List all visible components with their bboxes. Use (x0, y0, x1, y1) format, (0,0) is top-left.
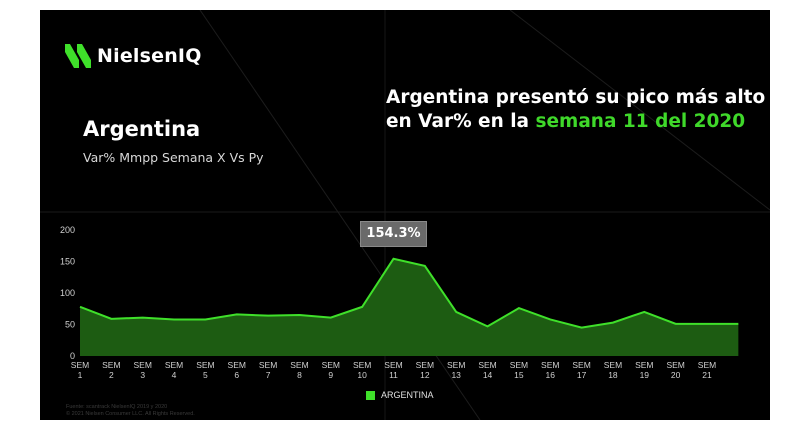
logo-text: NielsenIQ (97, 45, 202, 67)
area-fill (80, 258, 739, 356)
x-tick-label: SEM (666, 360, 684, 370)
x-tick-label: SEM (228, 360, 246, 370)
x-tick-label: 20 (671, 370, 681, 380)
x-tick-label: 8 (297, 370, 302, 380)
slide-panel: NielsenIQ Argentina Var% Mmpp Semana X V… (40, 10, 770, 420)
x-tick-label: 12 (420, 370, 430, 380)
x-tick-label: 16 (546, 370, 556, 380)
country-title: Argentina (83, 117, 201, 141)
series-line (79, 257, 739, 329)
x-tick-label: SEM (698, 360, 716, 370)
x-tick-label: 15 (514, 370, 524, 380)
x-tick-label: 21 (702, 370, 712, 380)
peak-value-label: 154.3% (360, 221, 427, 247)
x-tick-label: 3 (140, 370, 145, 380)
x-tick-label: SEM (510, 360, 528, 370)
x-tick-label: 11 (389, 370, 398, 380)
x-tick-label: 19 (640, 370, 650, 380)
legend-swatch (366, 390, 375, 400)
chart-legend: ARGENTINA (366, 390, 434, 400)
x-tick-label: SEM (290, 360, 308, 370)
chart-subtitle: Var% Mmpp Semana X Vs Py (83, 150, 264, 165)
headline-text: Argentina presentó su pico más alto en V… (386, 87, 766, 132)
x-tick-label: SEM (353, 360, 371, 370)
y-tick-label: 150 (60, 257, 75, 267)
x-tick-label: 6 (234, 370, 239, 380)
x-tick-label: SEM (478, 360, 496, 370)
x-tick-label: 2 (109, 370, 114, 380)
x-tick-label: 9 (328, 370, 333, 380)
x-tick-label: SEM (572, 360, 590, 370)
source-line-2: © 2021 Nielsen Consumer LLC. All Rights … (66, 411, 195, 417)
x-tick-label: SEM (416, 360, 434, 370)
x-tick-label: SEM (322, 360, 340, 370)
y-tick-label: 50 (65, 320, 75, 330)
x-tick-label: SEM (541, 360, 559, 370)
y-tick-label: 200 (60, 225, 75, 235)
x-tick-label: 4 (172, 370, 177, 380)
x-tick-label: SEM (447, 360, 465, 370)
x-tick-label: 5 (203, 370, 208, 380)
source-line-1: Fuente: scantrack NielsenIQ 2019 y 2020 (66, 404, 168, 410)
x-tick-label: 1 (78, 370, 83, 380)
area-chart: 0 50 100 150 200 SEM 1 SEM 2 SEM 3 SEM 4 SEM 5 SEM 6 SEM 7… (40, 215, 770, 420)
x-tick-label: 13 (451, 370, 461, 380)
x-tick-label: SEM (133, 360, 151, 370)
source-note: Fuente: scantrack NielsenIQ 2019 y 2020 … (66, 404, 195, 418)
headline-highlight: semana 11 del 2020 (535, 111, 746, 132)
y-tick-label: 0 (70, 351, 75, 361)
chart-canvas: 050100150200SEM1SEM2SEM3SEM4SEM5SEM6SEM7… (60, 225, 739, 380)
x-tick-label: SEM (102, 360, 120, 370)
legend-label: ARGENTINA (381, 390, 434, 400)
x-tick-label: SEM (71, 360, 89, 370)
x-tick-label: SEM (196, 360, 214, 370)
x-tick-label: 18 (608, 370, 618, 380)
nielseniq-logo: NielsenIQ (65, 44, 202, 68)
x-tick-label: 14 (483, 370, 493, 380)
x-tick-label: 17 (577, 370, 587, 380)
x-tick-label: SEM (165, 360, 183, 370)
x-tick-label: 7 (266, 370, 271, 380)
y-tick-label: 100 (60, 288, 75, 298)
x-tick-label: SEM (635, 360, 653, 370)
x-tick-label: 10 (357, 370, 367, 380)
nielseniq-logo-icon (65, 44, 91, 68)
x-tick-label: SEM (604, 360, 622, 370)
x-tick-label: SEM (384, 360, 402, 370)
x-tick-label: SEM (259, 360, 277, 370)
headline: Argentina presentó su pico más alto en V… (386, 86, 766, 134)
